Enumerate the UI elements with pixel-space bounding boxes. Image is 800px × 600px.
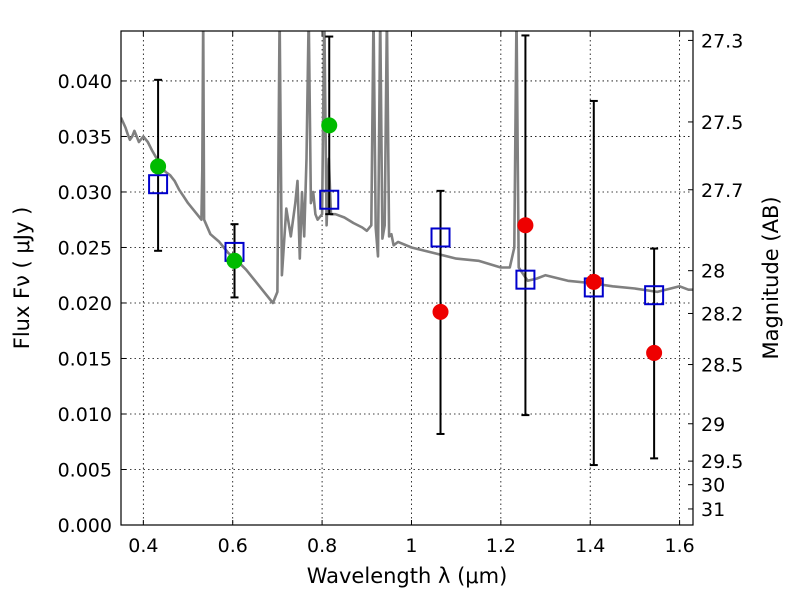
x-tick-label: 0.4 [128,535,158,557]
y-tick-label: 0.010 [58,404,112,426]
right-tick-label: 28.5 [701,355,743,377]
y-tick-label: 0.015 [58,348,112,370]
y-tick-label: 0.030 [58,182,112,204]
model-photometry-square [644,285,665,306]
observed-point [585,273,602,290]
x-tick-label: 1.6 [664,535,694,557]
observed-point [646,344,663,361]
model-photometry-square [430,227,451,248]
y-tick-label: 0.040 [58,71,112,93]
right-tick-label: 27.3 [701,30,743,52]
plot-area [121,31,693,305]
x-axis-label: Wavelength λ (μm) [307,564,508,588]
y-tick-label: 0.020 [58,293,112,315]
markers [148,117,665,361]
y-tick-label: 0.005 [58,459,112,481]
y-tick-label: 0.000 [58,515,112,537]
right-tick-label: 31 [701,499,725,521]
model-photometry-square [515,269,536,290]
right-tick-label: 30 [701,475,725,497]
model-spectrum-line [121,31,693,305]
x-tick-label: 1.2 [486,535,516,557]
right-tick-label: 28.2 [701,303,743,325]
detection-point [321,117,338,134]
x-tick-label: 0.6 [218,535,248,557]
observed-point [432,303,449,320]
x-tick-label: 1 [405,535,417,557]
plot-background [121,31,693,525]
plot-frame [120,30,694,526]
right-tick-label: 29.5 [701,451,743,473]
model-photometry-square [319,189,340,210]
right-axis-label: Magnitude (AB) [759,196,783,359]
right-tick-label: 29 [701,414,725,436]
y-axis-label: Flux Fν ( μJy ) [10,207,34,350]
y-tick-label: 0.035 [58,126,112,148]
right-tick-label: 27.5 [701,112,743,134]
model-photometry-square [148,174,169,195]
x-tick-label: 0.8 [307,535,337,557]
right-tick-label: 28 [701,261,725,283]
right-tick-label: 27.7 [701,180,743,202]
axes: 0.4 0.6 0.8 1 1.2 1.4 1.6 0.000 0.005 0.010 0.015 0… [58,30,744,557]
x-tick-label: 1.4 [575,535,605,557]
observed-point [517,217,534,234]
y-tick-label: 0.025 [58,237,112,259]
detection-point [150,158,167,175]
detection-point [226,252,243,269]
